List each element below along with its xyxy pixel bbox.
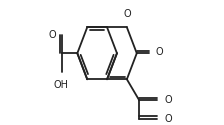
- Text: O: O: [123, 9, 131, 19]
- Text: O: O: [156, 47, 164, 57]
- Text: O: O: [164, 95, 172, 105]
- Text: O: O: [48, 30, 56, 40]
- Text: O: O: [164, 114, 172, 124]
- Text: OH: OH: [54, 80, 69, 90]
